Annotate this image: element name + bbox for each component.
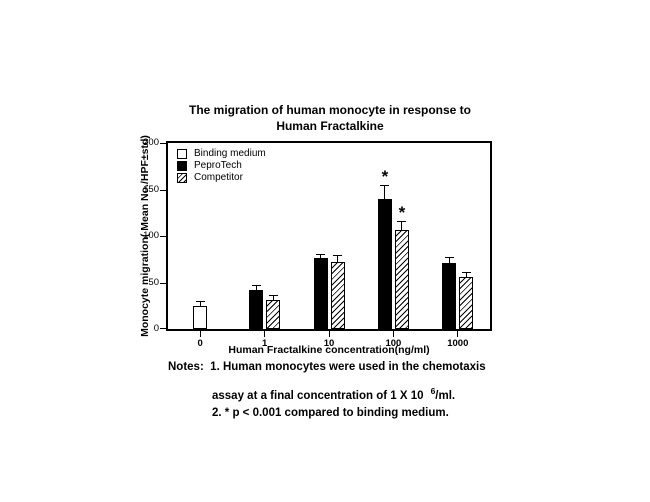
legend-item-peprotech: PeproTech <box>177 160 266 171</box>
y-tick <box>160 236 166 237</box>
x-tick <box>392 331 394 337</box>
error-bar-stem <box>272 296 274 301</box>
error-bar-stem <box>337 256 338 263</box>
chart-title-line1: The migration of human monocyte in respo… <box>188 103 472 117</box>
legend-label: Binding medium <box>194 148 266 159</box>
x-tick <box>199 331 201 337</box>
open-bar-swatch-icon <box>177 148 187 159</box>
y-tick-label: 0 <box>153 323 159 334</box>
solid-bar-swatch-icon <box>177 160 187 171</box>
x-tick-label: 10 <box>323 338 335 349</box>
bar-competitor-1000 <box>459 276 474 329</box>
x-tick-label: 1000 <box>447 338 469 349</box>
y-tick <box>160 189 166 191</box>
x-tick <box>264 331 266 337</box>
x-tick-label: 0 <box>197 338 203 349</box>
chart-title-line2: Human Fractalkine <box>276 119 384 133</box>
legend-item-binding-medium: Binding medium <box>177 148 266 159</box>
error-bar-stem <box>199 302 201 306</box>
bar-peprotech-1 <box>249 289 264 329</box>
error-bar-cap <box>444 257 454 259</box>
error-bar-cap <box>251 285 261 287</box>
error-bar-cap <box>268 295 278 297</box>
error-bar-cap <box>316 253 325 255</box>
error-bar-stem <box>465 273 467 277</box>
x-tick-label: 1 <box>261 338 268 349</box>
y-tick <box>160 328 166 329</box>
y-tick-label: 50 <box>148 276 159 288</box>
bar-peprotech-1000 <box>442 262 457 329</box>
error-bar-cap <box>195 301 205 303</box>
notes-line-1: Notes: 1. Human monocytes were used in t… <box>168 360 486 374</box>
hatched-bar-swatch-icon <box>177 172 187 183</box>
y-tick-label: 100 <box>143 230 159 241</box>
error-bar-cap <box>333 255 342 257</box>
notes-line2-superscript: 6 <box>430 386 436 396</box>
x-axis-label: Human Fractalkine concentration(ng/ml) <box>228 344 430 356</box>
legend-label: Competitor <box>194 172 243 183</box>
legend-label: PeproTech <box>194 160 242 171</box>
significance-star: * <box>398 203 406 223</box>
bar-peprotech-10 <box>313 258 328 329</box>
significance-star: * <box>381 166 389 186</box>
legend: Binding medium PeproTech Competitor <box>177 148 266 184</box>
error-bar-stem <box>384 185 386 199</box>
bar-competitor-10 <box>330 262 345 329</box>
x-tick <box>328 331 330 337</box>
y-tick-label: 200 <box>143 137 159 148</box>
error-bar-cap <box>380 184 390 186</box>
legend-item-competitor: Competitor <box>177 172 266 183</box>
notes-label: Notes: <box>168 361 204 373</box>
error-bar-stem <box>448 258 450 263</box>
notes-line2-post: /ml. <box>435 389 456 402</box>
notes-line-3: 2. * p < 0.001 compared to binding mediu… <box>212 406 449 419</box>
bar-peprotech-100 <box>377 198 392 329</box>
y-tick-label: 150 <box>143 183 159 195</box>
notes-block: Notes: 1. Human monocytes were used in t… <box>168 360 486 420</box>
error-bar-stem <box>255 286 257 290</box>
error-bar-cap <box>397 221 407 223</box>
plot-area: Binding medium PeproTech Competitor 0 50 1… <box>143 138 492 349</box>
bar-competitor-100 <box>394 230 409 329</box>
notes-line2-pre: assay at a final concentration of 1 X 10 <box>212 389 424 402</box>
chart-title: The migration of human monocyte in respo… <box>95 102 565 134</box>
y-tick <box>160 143 166 144</box>
error-bar-stem <box>320 254 321 259</box>
notes-line1-text: 1. Human monocytes were used in the chem… <box>210 361 486 373</box>
bar-binding-medium-0 <box>193 305 208 329</box>
bar-competitor-1 <box>266 300 281 329</box>
x-tick <box>457 331 459 337</box>
y-tick <box>160 282 166 284</box>
error-bar-stem <box>401 222 403 231</box>
notes-line-2: assay at a final concentration of 1 X 10… <box>212 384 486 403</box>
x-tick-label: 100 <box>385 338 402 349</box>
error-bar-cap <box>461 272 471 274</box>
